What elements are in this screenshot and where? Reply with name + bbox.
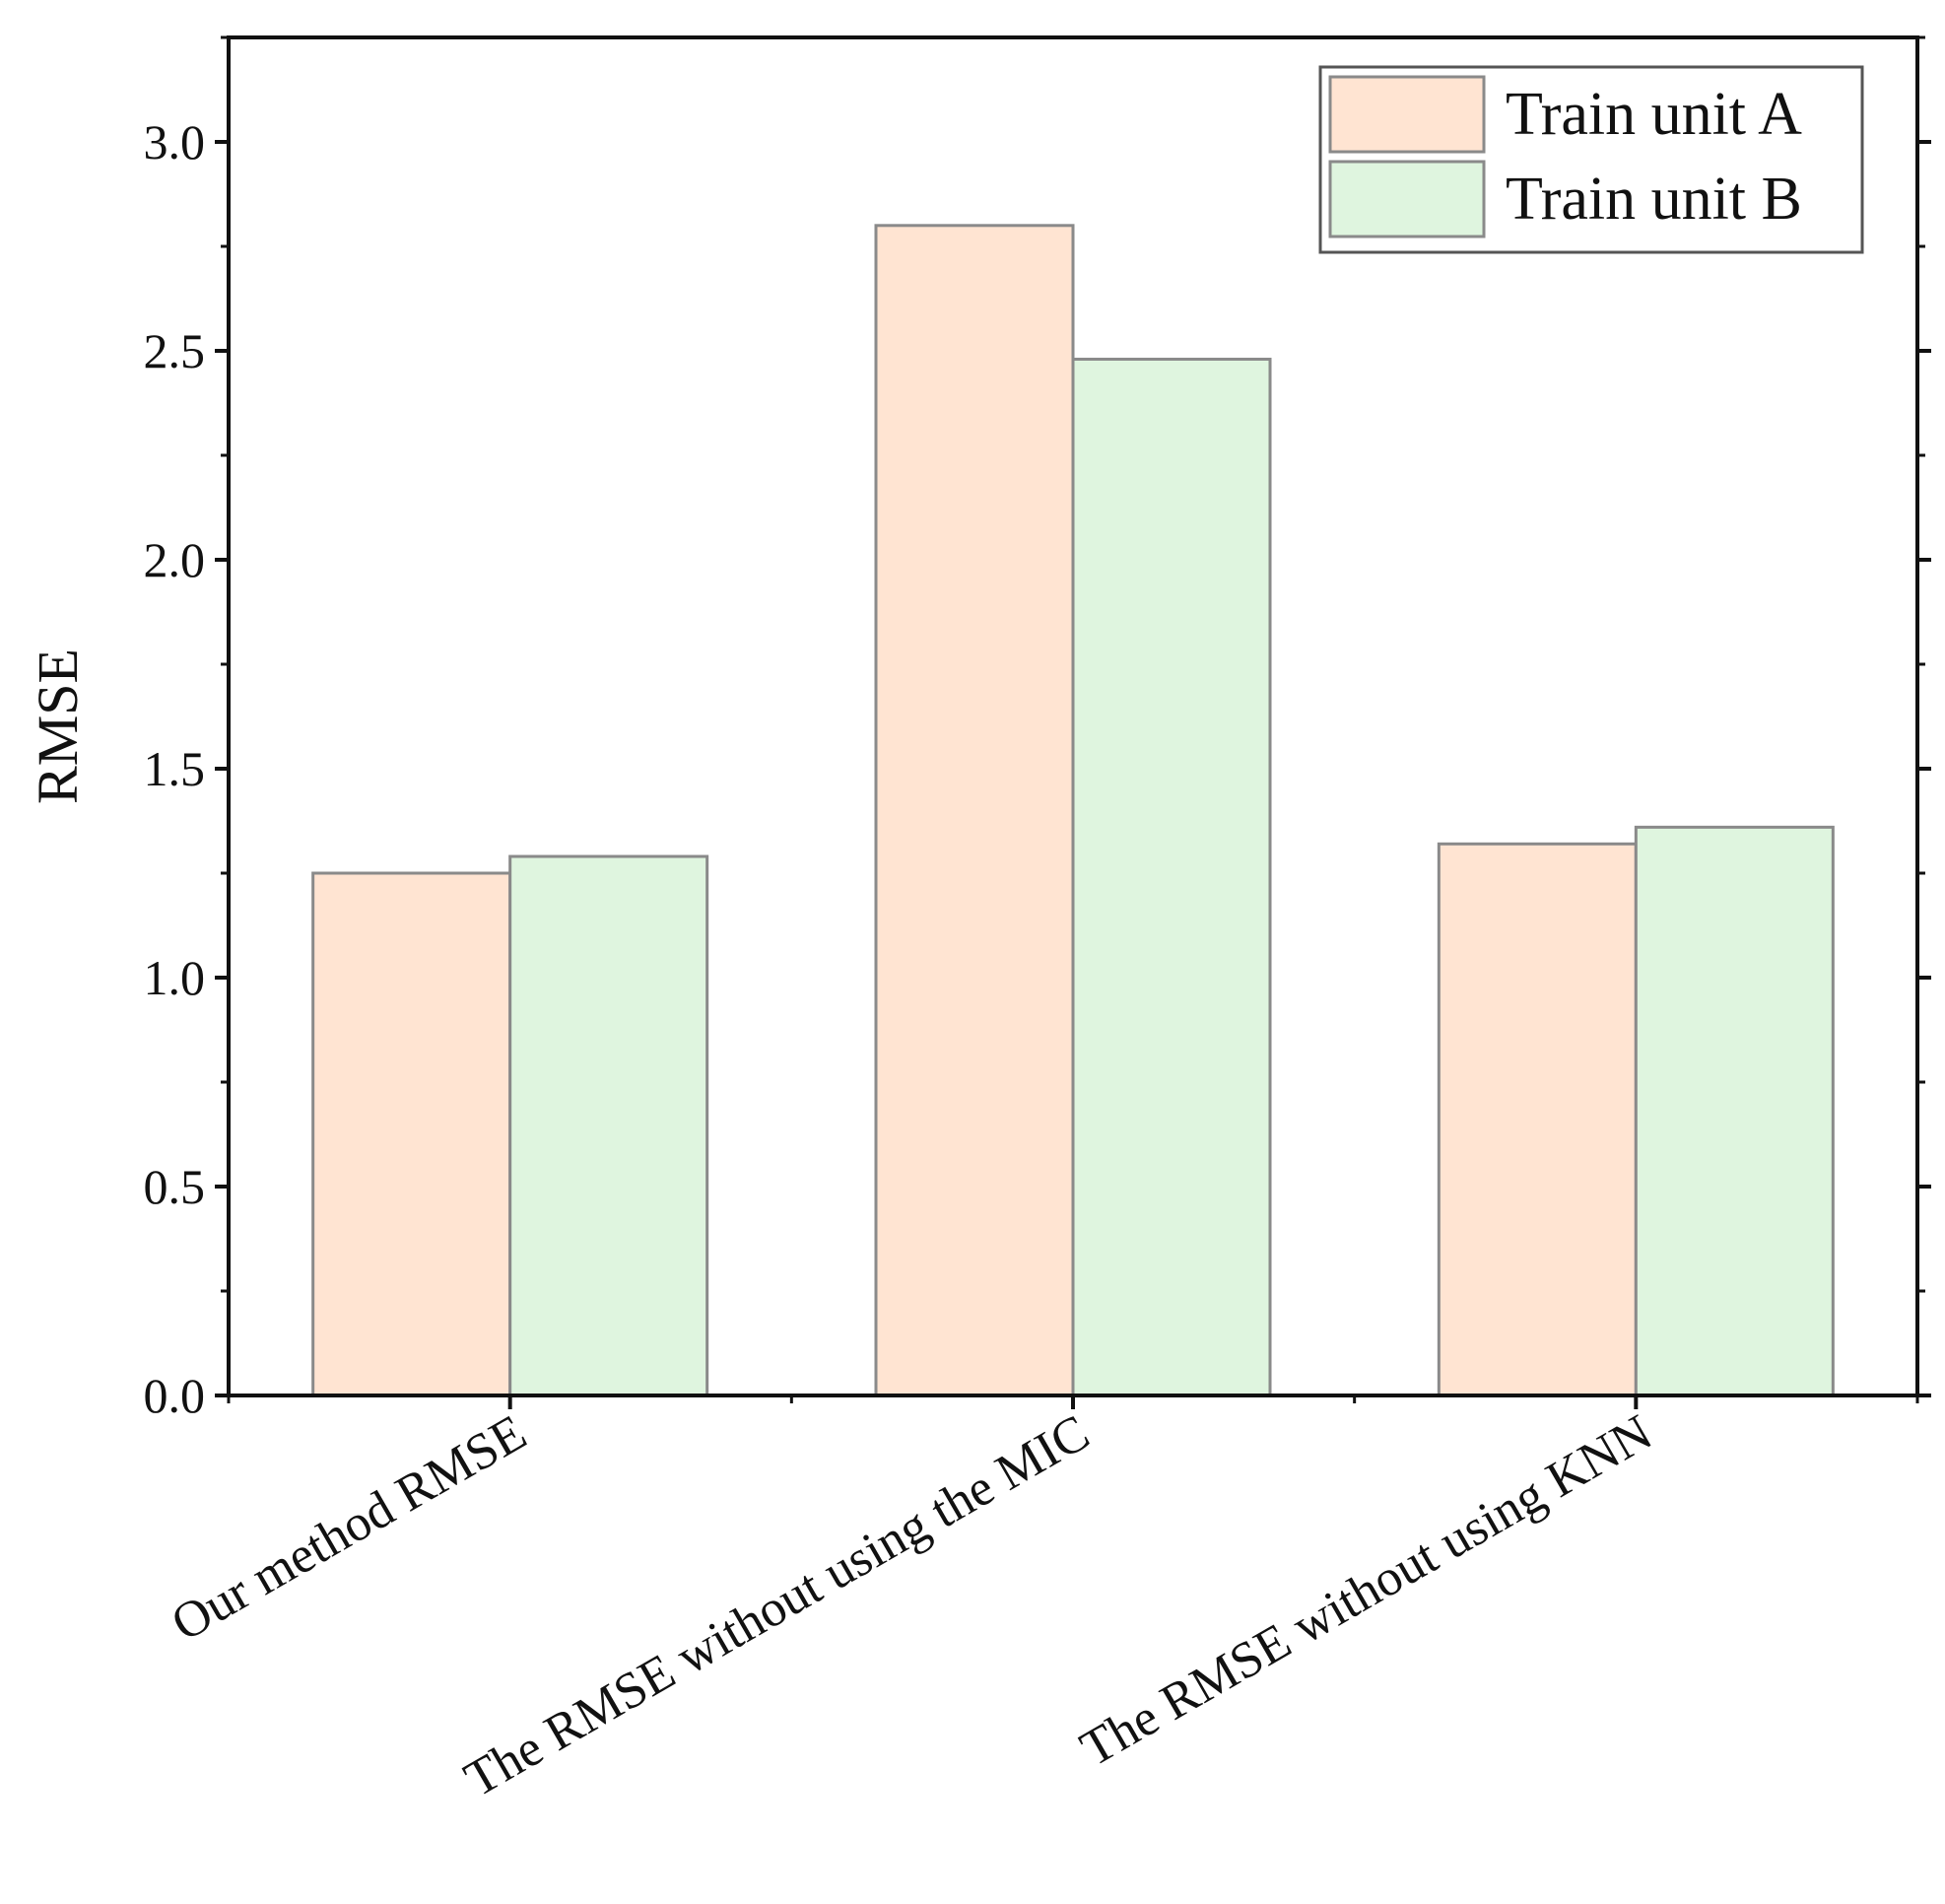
y-tick-label: 2.5 [144, 323, 206, 378]
y-axis-title: RMSE [26, 648, 90, 804]
bar-b-2 [1071, 357, 1272, 1397]
y-tick-label: 0.5 [144, 1159, 206, 1214]
x-category-label: The RMSE without using KNN [1071, 1404, 1661, 1778]
bar-b-3 [1634, 825, 1835, 1397]
bar-a-3 [1437, 842, 1638, 1397]
y-tick-label: 2.0 [144, 532, 206, 587]
y-tick-label: 0.0 [144, 1368, 206, 1423]
legend-label-b: Train unit B [1506, 166, 1802, 233]
x-category-label: Our method RMSE [163, 1404, 536, 1653]
y-tick-label: 3.0 [144, 114, 206, 170]
bar-b-1 [508, 854, 709, 1397]
bar-a-2 [874, 224, 1075, 1397]
legend: Train unit A Train unit B [1318, 65, 1864, 254]
y-tick-label: 1.0 [144, 950, 206, 1005]
bars-layer [311, 224, 1835, 1397]
legend-swatch-a [1328, 75, 1486, 154]
axes-layer [215, 35, 1931, 1409]
bar-a-1 [311, 871, 512, 1397]
legend-swatch-b [1328, 160, 1486, 238]
x-category-label: The RMSE without using the MIC [455, 1404, 1099, 1808]
y-tick-label: 1.5 [144, 741, 206, 796]
legend-label-a: Train unit A [1506, 81, 1802, 148]
